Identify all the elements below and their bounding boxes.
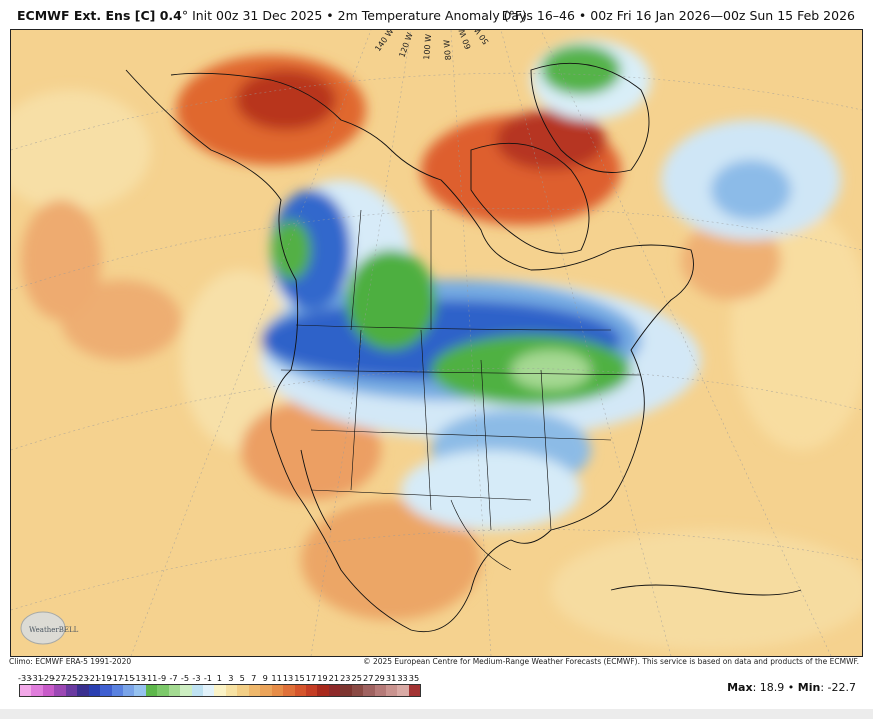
logo-text: WeatherBELL xyxy=(29,626,79,634)
colorbar-label: -25 xyxy=(63,673,78,683)
max-min-stats: Max: 18.9 • Min: -22.7 xyxy=(727,681,856,694)
colorbar-swatch xyxy=(88,685,101,696)
lon-label-80w: 80 W xyxy=(442,39,453,60)
colorbar-label: -13 xyxy=(132,673,146,683)
colorbar-label: -31 xyxy=(29,673,43,683)
colorbar-swatch xyxy=(203,685,215,696)
colorbar-label: -33 xyxy=(18,673,32,683)
colorbar-swatch xyxy=(386,685,398,696)
graticule xyxy=(11,30,862,656)
colorbar-label: 27 xyxy=(363,673,374,683)
colorbar-label: 21 xyxy=(328,673,340,683)
colorbar-label: 13 xyxy=(282,673,294,683)
anomaly-field xyxy=(11,40,862,650)
valid-period: Days 16–46 • 00z Fri 16 Jan 2026—00z Sun… xyxy=(501,8,855,23)
colorbar-swatch xyxy=(225,685,238,696)
colorbar-swatch xyxy=(374,685,386,696)
colorbar-swatch xyxy=(168,685,181,696)
colorbar-label: -3 xyxy=(192,673,201,683)
climo-note: Climo: ECMWF ERA-5 1991-2020 xyxy=(9,657,132,666)
colorbar-swatch xyxy=(134,685,146,696)
colorbar-swatch xyxy=(328,685,341,696)
max-value: : 18.9 xyxy=(752,681,785,694)
map-title: ECMWF Ext. Ens [C] 0.4° Init 00z 31 Dec … xyxy=(17,8,527,23)
colorbar-label: 7 xyxy=(251,673,257,683)
copyright-note: © 2025 European Centre for Medium-Range … xyxy=(363,657,859,666)
colorbar-swatch xyxy=(77,685,89,696)
colorbar-swatches xyxy=(19,684,422,697)
colorbar-label: -7 xyxy=(169,673,178,683)
min-value: : -22.7 xyxy=(820,681,856,694)
colorbar-label: 15 xyxy=(294,673,305,683)
colorbar-label: -19 xyxy=(98,673,112,683)
colorbar-swatch xyxy=(122,685,135,696)
colorbar-swatch xyxy=(294,685,306,696)
colorbar-label: 23 xyxy=(340,673,351,683)
colorbar-swatch xyxy=(248,685,261,696)
colorbar-label: -5 xyxy=(180,673,190,683)
model-name: ECMWF Ext. Ens [C] 0.4 xyxy=(17,8,182,23)
colorbar-label: -1 xyxy=(203,673,213,683)
colorbar-swatch xyxy=(408,685,421,696)
colorbar-label: -27 xyxy=(52,673,66,683)
colorbar-swatch xyxy=(65,685,78,696)
colorbar-swatch xyxy=(157,685,169,696)
colorbar-swatch xyxy=(351,685,364,696)
colorbar-swatch xyxy=(271,685,284,696)
colorbar-label: -17 xyxy=(109,673,123,683)
colorbar-swatch xyxy=(20,685,32,696)
colorbar-label: 1 xyxy=(216,673,222,683)
colorbar-swatch xyxy=(260,685,272,696)
weatherbell-logo: WeatherBELL xyxy=(20,611,79,645)
anomaly-map: 140 W 120 W 100 W 80 W 60 W 50 W Weather… xyxy=(10,29,863,657)
colorbar-label: 5 xyxy=(239,673,245,683)
colorbar-label: 9 xyxy=(262,673,268,683)
stats-separator: • xyxy=(784,681,798,694)
colorbar-label: 11 xyxy=(271,673,282,683)
colorbar-swatch xyxy=(145,685,158,696)
colorbar-swatch xyxy=(100,685,112,696)
colorbar-swatch xyxy=(363,685,375,696)
colorbar-label: 31 xyxy=(385,673,397,683)
colorbar-label: 19 xyxy=(317,673,328,683)
weatherbell-globe-icon xyxy=(20,611,66,645)
colorbar-label: 29 xyxy=(374,673,385,683)
colorbar-swatch xyxy=(54,685,66,696)
political-borders xyxy=(280,209,642,571)
colorbar-label: -9 xyxy=(158,673,167,683)
colorbar-swatch xyxy=(340,685,352,696)
colorbar-swatch xyxy=(214,685,226,696)
colorbar-label: -15 xyxy=(121,673,135,683)
colorbar-label: -29 xyxy=(40,673,55,683)
colorbar-label: 35 xyxy=(408,673,420,683)
colorbar-swatch xyxy=(237,685,249,696)
colorbar-label: 25 xyxy=(351,673,362,683)
colorbar-swatch xyxy=(42,685,55,696)
colorbar-label: 17 xyxy=(305,673,317,683)
colorbar-label: 33 xyxy=(397,673,408,683)
colorbar-swatch xyxy=(191,685,203,696)
colorbar-label: 3 xyxy=(228,673,234,683)
coastlines xyxy=(125,62,802,633)
colorbar-swatch xyxy=(317,685,329,696)
colorbar-swatch xyxy=(283,685,295,696)
colorbar-label: -11 xyxy=(143,673,158,683)
colorbar-swatch xyxy=(111,685,123,696)
colorbar-swatch xyxy=(180,685,192,696)
colorbar-swatch xyxy=(305,685,318,696)
bottom-bar xyxy=(0,709,873,719)
max-label: Max xyxy=(727,681,753,694)
lon-label-100w: 100 W xyxy=(422,34,433,60)
title-details: ° Init 00z 31 Dec 2025 • 2m Temperature … xyxy=(181,8,527,23)
colorbar-label: -21 xyxy=(86,673,101,683)
colorbar-swatch xyxy=(397,685,409,696)
colorbar-swatch xyxy=(31,685,43,696)
map-canvas: 140 W 120 W 100 W 80 W 60 W 50 W Weather… xyxy=(11,30,862,656)
min-label: Min xyxy=(797,681,821,694)
map-header: ECMWF Ext. Ens [C] 0.4° Init 00z 31 Dec … xyxy=(0,0,873,30)
colorbar-label: -23 xyxy=(75,673,89,683)
